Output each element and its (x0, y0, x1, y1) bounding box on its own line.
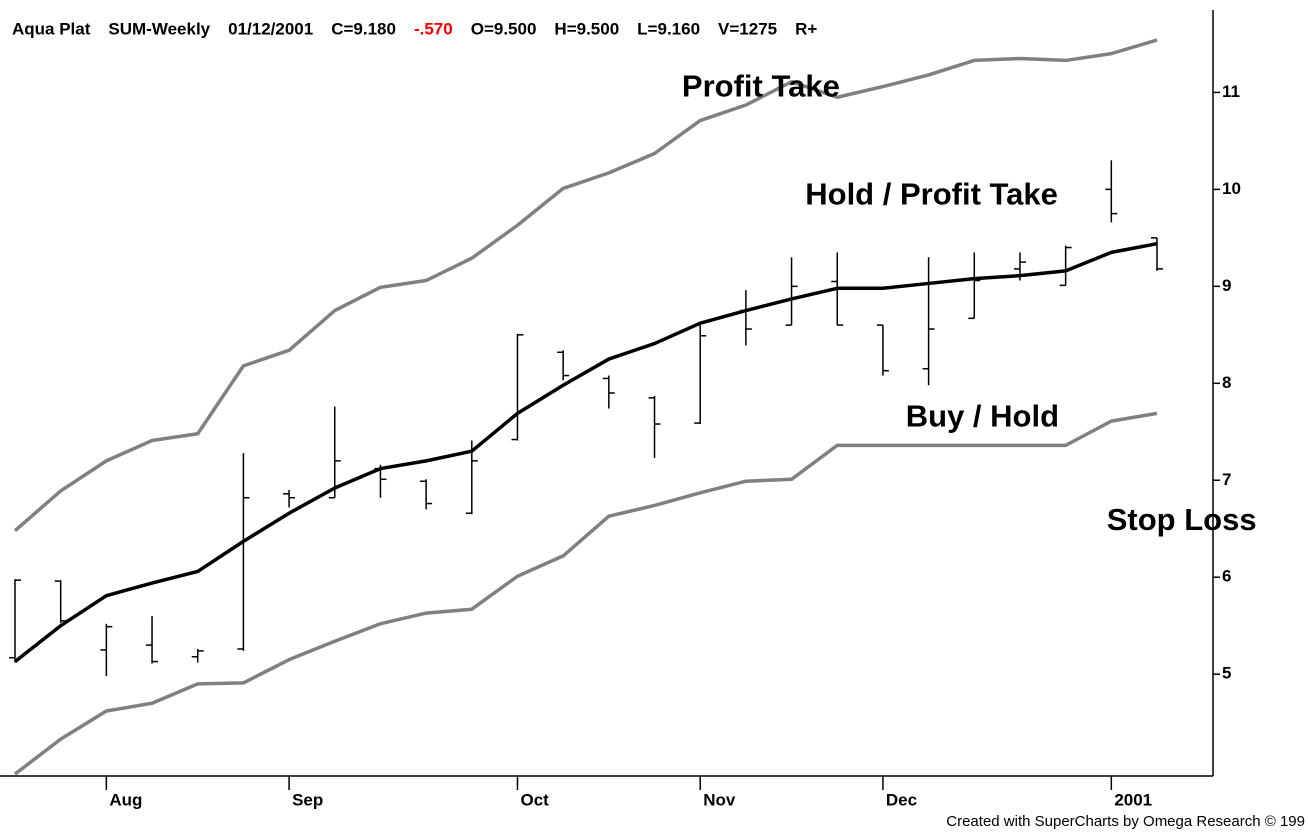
header-field: V=1275 (718, 19, 777, 38)
y-tick-label: 10 (1222, 179, 1241, 198)
header-field: H=9.500 (554, 19, 619, 38)
y-tick-label: 8 (1222, 373, 1231, 392)
x-tick-label: Dec (886, 790, 917, 809)
footer: Created with SuperCharts by Omega Resear… (946, 813, 1305, 830)
header-field: L=9.160 (637, 19, 700, 38)
y-tick-label: 5 (1222, 664, 1231, 683)
header-field: 01/12/2001 (228, 19, 313, 38)
x-tick-label: Aug (109, 790, 142, 809)
x-tick-label: Oct (520, 790, 549, 809)
header-field: Aqua Plat (12, 19, 91, 38)
annotation: Hold / Profit Take (805, 176, 1058, 211)
header-field: -.570 (414, 19, 453, 38)
x-tick-label: 2001 (1114, 790, 1152, 809)
annotation: Profit Take (682, 69, 840, 104)
x-tick-label: Nov (703, 790, 736, 809)
y-tick-label: 11 (1222, 82, 1240, 101)
y-tick-label: 9 (1222, 276, 1231, 295)
annotation: Buy / Hold (906, 398, 1059, 433)
line-series (13, 38, 1158, 533)
header-field: R+ (795, 19, 817, 38)
line-series (13, 411, 1158, 776)
x-tick-label: Sep (292, 790, 323, 809)
y-tick-label: 6 (1222, 567, 1231, 586)
header-field: O=9.500 (471, 19, 537, 38)
annotation: Stop Loss (1107, 502, 1257, 537)
header-field: SUM-Weekly (108, 19, 210, 38)
line-series (13, 241, 1158, 663)
y-tick-label: 7 (1222, 470, 1231, 489)
header-field: C=9.180 (331, 19, 396, 38)
